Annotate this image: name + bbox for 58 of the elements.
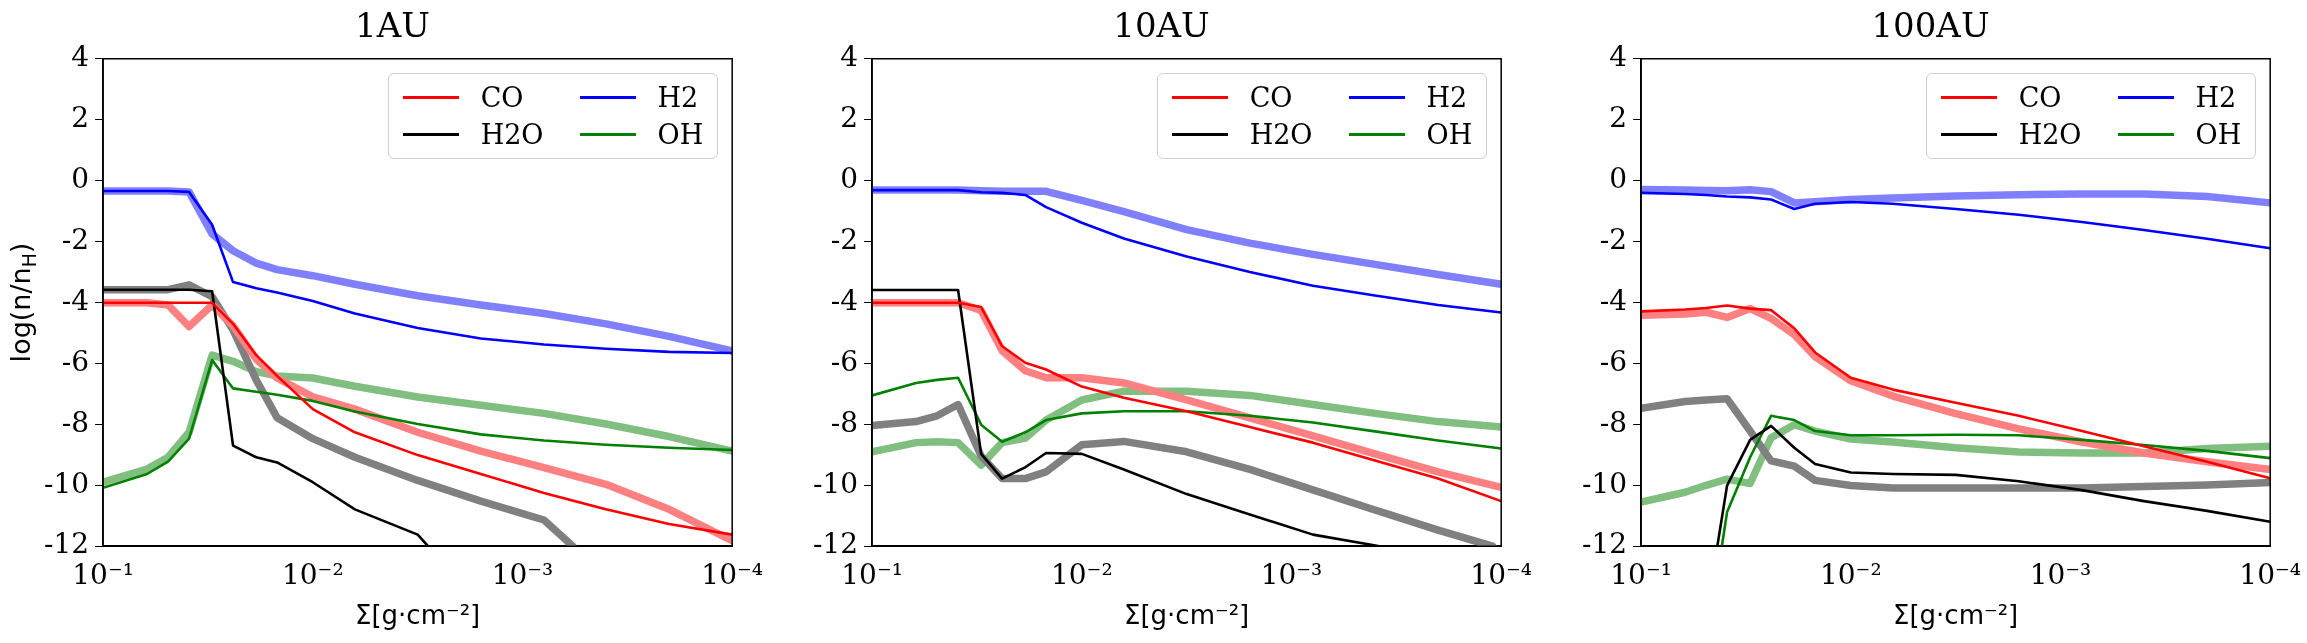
chart-title: 10AU [1113, 5, 1210, 46]
y-tick-label: -6 [61, 344, 90, 378]
legend-label: H2O [1249, 118, 1313, 150]
legend-label: H2 [1426, 81, 1468, 113]
x-tick-label: 10⁻² [281, 558, 344, 592]
x-tick-label: 10⁻³ [491, 558, 554, 592]
y-tick-label: 0 [1609, 161, 1628, 195]
y-tick-label: -12 [1582, 527, 1628, 561]
y-tick-label: 4 [71, 40, 90, 74]
x-tick-label: 10⁻⁴ [2239, 558, 2301, 592]
y-tick-label: -12 [44, 527, 90, 561]
x-tick-label: 10⁻¹ [1610, 558, 1672, 592]
y-tick-label: -4 [61, 283, 90, 317]
y-tick-label: 2 [71, 101, 90, 135]
y-tick-label: -10 [813, 466, 859, 500]
y-tick-label: -8 [830, 405, 859, 439]
x-tick-label: 10⁻¹ [841, 558, 903, 592]
y-tick-label: -2 [61, 222, 90, 256]
x-tick-label: 10⁻³ [2029, 558, 2092, 592]
legend-label: H2O [2018, 118, 2082, 150]
legend-label: H2 [2195, 81, 2237, 113]
legend-label: OH [2195, 118, 2242, 150]
y-tick-label: -10 [1582, 466, 1628, 500]
legend-label: CO [2018, 81, 2062, 113]
y-tick-label: -10 [44, 466, 90, 500]
y-tick-label: -6 [830, 344, 859, 378]
y-tick-label: -8 [1599, 405, 1628, 439]
x-axis-title: Σ[g·cm⁻²] [1893, 600, 2019, 631]
x-tick-label: 10⁻² [1050, 558, 1113, 592]
legend-label: CO [1249, 81, 1293, 113]
x-tick-label: 10⁻² [1819, 558, 1882, 592]
x-tick-label: 10⁻³ [1260, 558, 1323, 592]
x-tick-label: 10⁻¹ [72, 558, 134, 592]
y-tick-label: 0 [840, 161, 859, 195]
y-tick-label: 2 [840, 101, 859, 135]
y-tick-label: -2 [830, 222, 859, 256]
legend-label: CO [480, 81, 524, 113]
y-tick-label: 4 [840, 40, 859, 74]
y-tick-label: 2 [1609, 101, 1628, 135]
y-tick-label: -4 [830, 283, 859, 317]
x-axis-title: Σ[g·cm⁻²] [355, 600, 481, 631]
legend-label: OH [657, 118, 704, 150]
y-tick-label: 4 [1609, 40, 1628, 74]
x-tick-label: 10⁻⁴ [701, 558, 763, 592]
y-axis-title: log(n/nH) [5, 242, 40, 363]
y-tick-label: -12 [813, 527, 859, 561]
chart-title: 1AU [355, 5, 430, 46]
x-axis-title: Σ[g·cm⁻²] [1124, 600, 1250, 631]
chart-title: 100AU [1871, 5, 1990, 46]
x-tick-label: 10⁻⁴ [1470, 558, 1532, 592]
y-tick-label: -4 [1599, 283, 1628, 317]
legend-label: H2O [480, 118, 544, 150]
legend-label: H2 [657, 81, 699, 113]
y-tick-label: -8 [61, 405, 90, 439]
y-tick-label: 0 [71, 161, 90, 195]
y-tick-label: -2 [1599, 222, 1628, 256]
legend-label: OH [1426, 118, 1473, 150]
y-tick-label: -6 [1599, 344, 1628, 378]
